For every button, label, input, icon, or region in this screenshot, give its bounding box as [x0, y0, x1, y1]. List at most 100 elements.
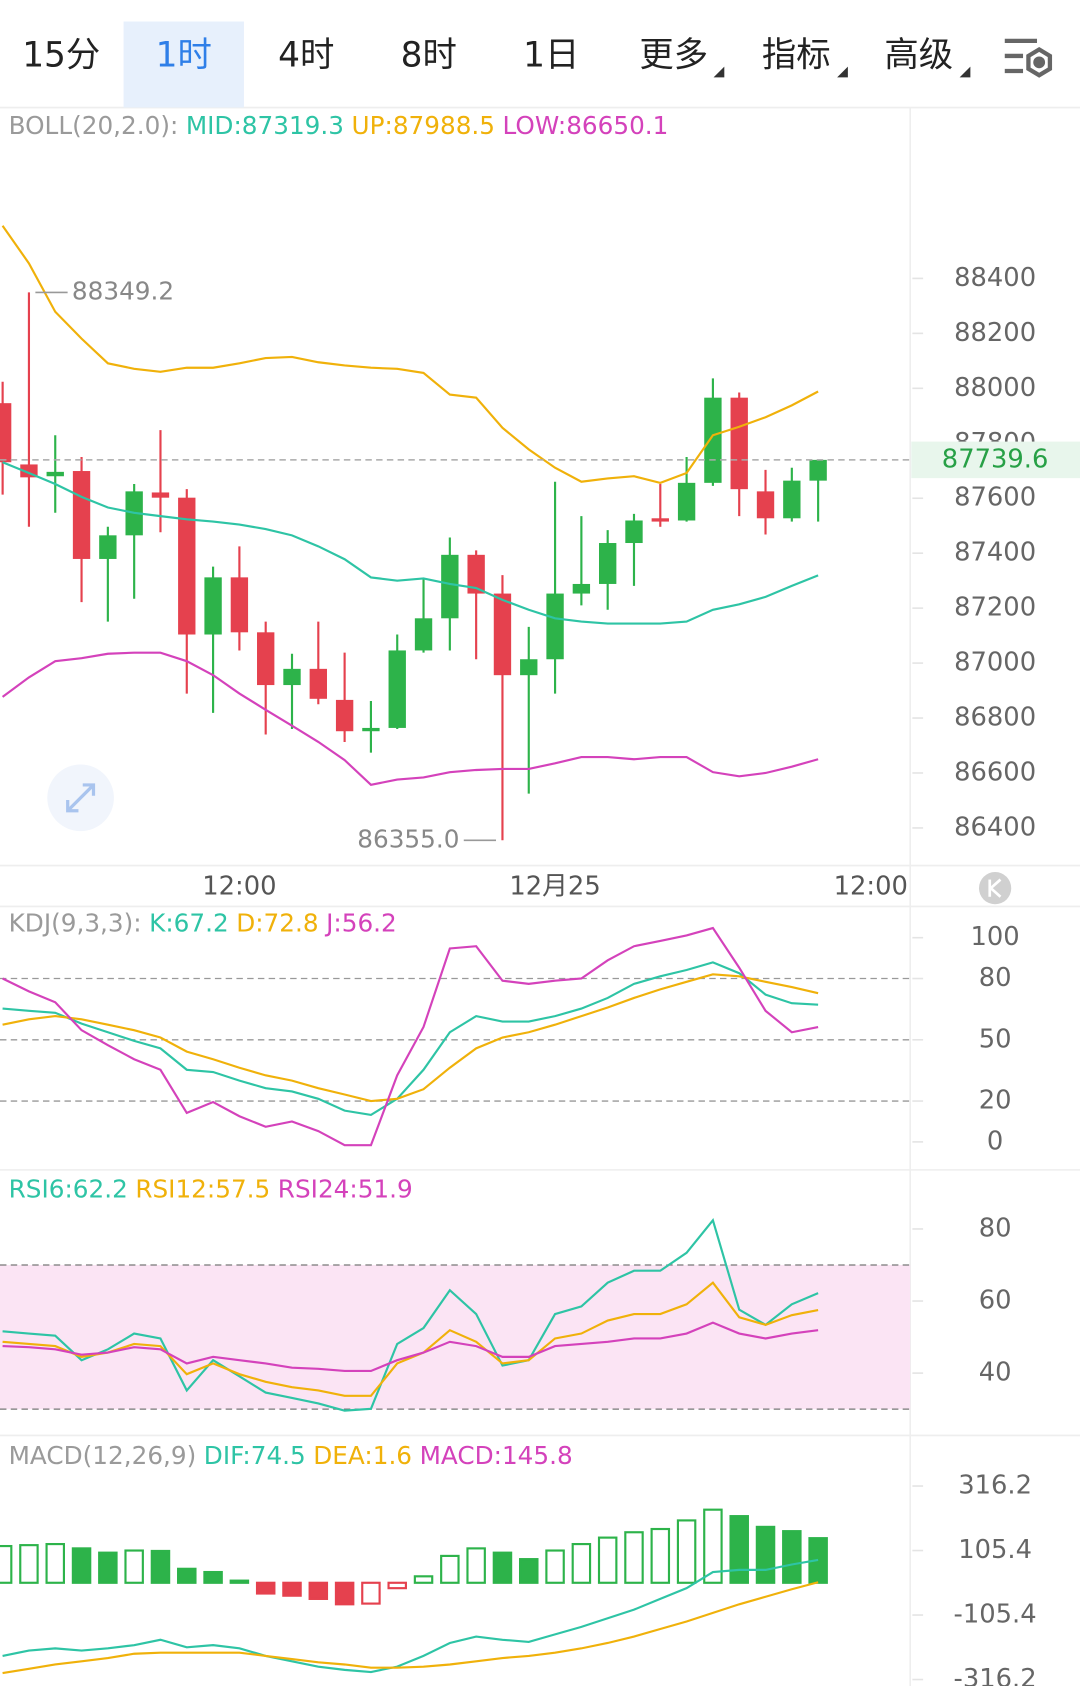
- candle-body: [756, 491, 775, 519]
- legend-entry: MACD(12,26,9): [9, 1441, 197, 1470]
- y-tick-label: 0: [987, 1126, 1003, 1156]
- legend-entry: BOLL(20,2.0):: [9, 111, 179, 140]
- legend-entry: RSI6:62.2: [9, 1174, 128, 1203]
- candle-body: [257, 632, 275, 686]
- indicator-line: [2, 1581, 819, 1675]
- macd-bar: [703, 1508, 723, 1584]
- macd-bar: [729, 1515, 749, 1584]
- candle-body: [651, 518, 669, 522]
- macd-bar: [361, 1581, 381, 1605]
- candle-body: [230, 577, 249, 633]
- x-tick-label: 12:00: [202, 872, 276, 902]
- macd-bar: [755, 1525, 776, 1584]
- last-price-box: [911, 441, 1080, 479]
- legend-entry: DIF:74.5: [204, 1441, 306, 1470]
- indicator-line: [2, 926, 819, 1147]
- macd-bar: [71, 1547, 92, 1584]
- last-price-label: 87739.6: [942, 444, 1049, 474]
- tab[interactable]: 1时: [156, 35, 212, 75]
- tab[interactable]: 更多: [639, 35, 708, 75]
- macd-bar: [255, 1581, 276, 1595]
- indicator-legend: MACD(12,26,9) DIF:74.5 DEA:1.6 MACD:145.8: [9, 1441, 573, 1470]
- legend-entry: J:56.2: [324, 909, 397, 938]
- macd-bar: [98, 1551, 118, 1584]
- candle-body: [204, 577, 222, 635]
- y-tick-label: 316.2: [958, 1471, 1032, 1501]
- y-tick-label: 40: [979, 1358, 1012, 1388]
- macd-bar: [282, 1581, 302, 1597]
- tab[interactable]: 15分: [22, 35, 100, 75]
- macd-bar: [676, 1519, 697, 1584]
- macd-bar: [571, 1542, 592, 1584]
- macd-bar: [334, 1581, 355, 1606]
- candle-body: [151, 492, 170, 498]
- macd-bar: [45, 1542, 65, 1584]
- macd-bar: [597, 1536, 618, 1584]
- tab[interactable]: 高级: [884, 35, 953, 75]
- candle-body: [520, 659, 538, 676]
- tab[interactable]: 4时: [278, 35, 334, 75]
- indicator-line: [2, 1281, 819, 1397]
- legend-entry: RSI12:57.5: [135, 1174, 270, 1203]
- candle-body: [625, 520, 643, 544]
- y-tick-label: 86600: [954, 757, 1036, 787]
- candle-body: [572, 583, 591, 594]
- macd-bar: [782, 1530, 802, 1584]
- y-tick-label: -105.4: [954, 1600, 1037, 1630]
- legend-entry: KDJ(9,3,3):: [9, 909, 142, 938]
- indicator-line: [1, 225, 819, 485]
- y-tick-label: 87000: [954, 648, 1036, 678]
- macd-bar: [150, 1549, 171, 1584]
- y-tick-label: -316.2: [954, 1664, 1037, 1686]
- legend-entry: RSI24:51.9: [278, 1174, 413, 1203]
- selected-tab-background: [123, 21, 244, 108]
- candle-body: [335, 699, 354, 732]
- y-tick-label: 60: [979, 1286, 1012, 1316]
- candle-body: [414, 618, 433, 651]
- y-tick-label: 80: [979, 963, 1012, 993]
- macd-bar: [440, 1554, 460, 1584]
- min-label: 86355.0: [357, 824, 459, 853]
- macd-bar: [19, 1544, 39, 1584]
- legend-entry: LOW:86650.1: [503, 111, 669, 140]
- macd-bar: [387, 1581, 407, 1590]
- settings-icon[interactable]: [1004, 38, 1053, 78]
- macd-bar: [124, 1549, 144, 1584]
- macd-bar: [229, 1579, 250, 1584]
- indicator-legend: RSI6:62.2 RSI12:57.5 RSI24:51.9: [9, 1174, 413, 1203]
- candle-body: [493, 593, 512, 676]
- macd-bar: [308, 1581, 329, 1600]
- tab[interactable]: 1日: [523, 35, 579, 75]
- tab[interactable]: 8时: [401, 35, 457, 75]
- candle-body: [0, 403, 12, 463]
- x-tick-label: 12月25: [509, 872, 600, 902]
- macd-bar: [492, 1551, 513, 1584]
- y-tick-label: 88400: [954, 263, 1036, 293]
- macd-bar: [466, 1547, 486, 1584]
- candle-body: [704, 397, 722, 483]
- candle-body: [388, 650, 406, 728]
- y-tick-label: 20: [979, 1086, 1012, 1116]
- tab[interactable]: 指标: [762, 35, 831, 75]
- indicator-legend: BOLL(20,2.0): MID:87319.3 UP:87988.5 LOW:86…: [9, 111, 669, 140]
- candle-body: [677, 482, 696, 521]
- macd-bar: [203, 1570, 223, 1584]
- macd-bar: [413, 1575, 434, 1584]
- macd-bar: [0, 1544, 13, 1584]
- candle-body: [362, 727, 380, 732]
- candle-body: [309, 668, 327, 699]
- y-tick-label: 87400: [954, 538, 1036, 568]
- k-icon[interactable]: [978, 872, 1012, 905]
- y-tick-label: 88200: [954, 318, 1036, 348]
- macd-bar: [545, 1549, 565, 1584]
- expand-icon[interactable]: [47, 764, 114, 832]
- candle-body: [467, 554, 485, 594]
- y-tick-label: 50: [979, 1024, 1012, 1054]
- indicator-line: [2, 973, 819, 1103]
- y-tick-label: 88000: [954, 373, 1036, 403]
- macd-bar: [519, 1558, 539, 1584]
- candle-body: [783, 480, 801, 519]
- macd-bar: [650, 1527, 671, 1584]
